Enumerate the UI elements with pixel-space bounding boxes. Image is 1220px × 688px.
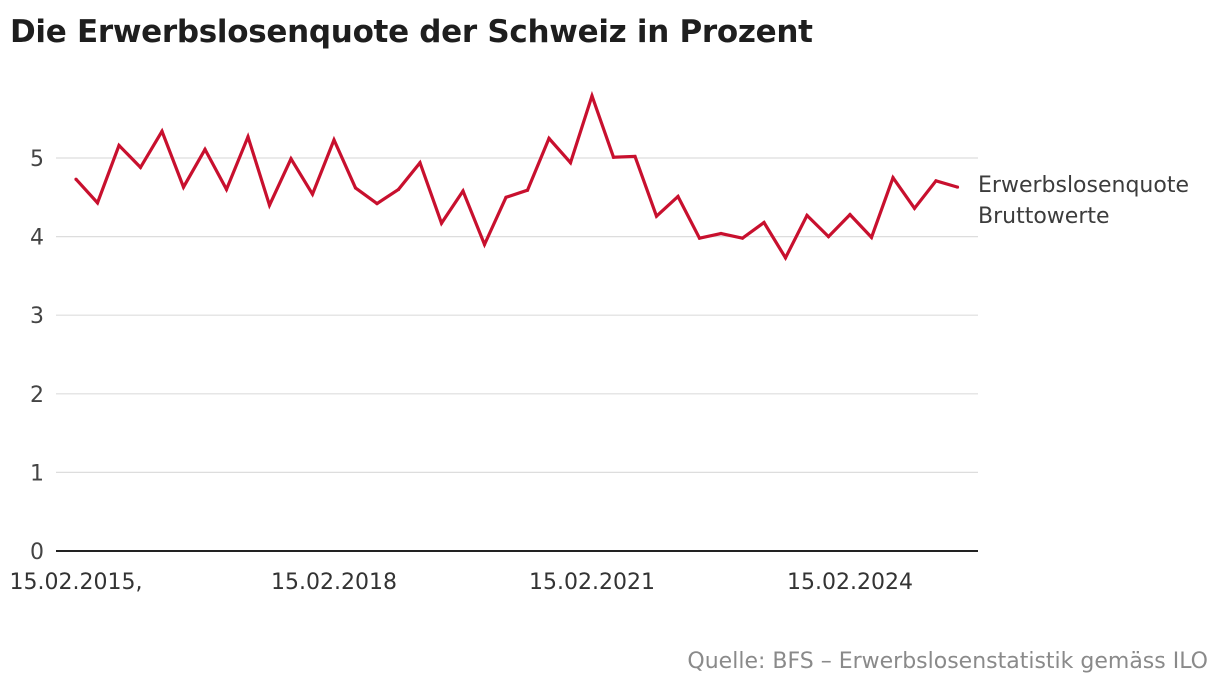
y-axis: 0 1 2 3 4 5 xyxy=(30,147,44,565)
data-point xyxy=(138,165,143,170)
data-point xyxy=(203,147,207,151)
data-point xyxy=(504,195,508,199)
y-tick-label-3: 3 xyxy=(30,304,44,329)
x-axis: 15.02.2015, 15.02.2018 15.02.2021 15.02.202… xyxy=(10,550,978,595)
data-point xyxy=(224,187,229,192)
data-point xyxy=(418,161,422,165)
data-point xyxy=(267,203,272,207)
data-point xyxy=(181,185,186,189)
y-tick-label-5: 5 xyxy=(30,147,44,172)
grid-lines xyxy=(56,157,978,473)
data-point xyxy=(719,231,723,236)
data-point xyxy=(955,185,960,189)
source-note: Quelle: BFS – Erwerbslosenstatistik gemä… xyxy=(687,649,1208,674)
x-tick-label-3: 15.02.2024 xyxy=(787,570,913,595)
data-point xyxy=(590,94,594,98)
data-point xyxy=(332,138,336,142)
y-tick-label-4: 4 xyxy=(30,226,44,251)
data-point xyxy=(848,212,852,217)
data-point xyxy=(654,214,659,218)
data-point xyxy=(697,236,702,240)
data-point xyxy=(439,221,444,225)
data-point xyxy=(676,194,680,199)
data-point xyxy=(289,157,293,161)
data-point xyxy=(762,220,766,225)
chart-title: Die Erwerbslosenquote der Schweiz in Pro… xyxy=(10,14,813,50)
data-point xyxy=(482,242,487,247)
series-line-0 xyxy=(74,90,958,262)
data-point xyxy=(568,161,573,165)
data-point xyxy=(461,189,465,193)
y-tick-label-2: 2 xyxy=(30,383,44,408)
data-point xyxy=(525,188,530,192)
x-tick-label-1: 15.02.2018 xyxy=(271,570,397,595)
series-label-0: Erwerbslosenquote Bruttowerte xyxy=(978,173,1189,229)
data-point xyxy=(633,154,637,159)
series-label-line: Bruttowerte xyxy=(978,204,1110,229)
x-tick-label-2: 15.02.2021 xyxy=(529,570,655,595)
data-point xyxy=(805,213,809,217)
y-tick-label-0: 0 xyxy=(30,540,44,565)
series-group: Erwerbslosenquote Bruttowerte xyxy=(74,90,1189,262)
data-point xyxy=(246,135,250,139)
y-tick-label-1: 1 xyxy=(30,461,44,486)
data-point xyxy=(160,129,164,133)
data-point xyxy=(353,186,358,190)
data-point xyxy=(396,187,401,192)
data-point xyxy=(934,179,938,183)
data-point xyxy=(95,201,100,205)
data-point xyxy=(783,256,788,260)
data-point xyxy=(826,235,831,239)
series-label-line: Erwerbslosenquote xyxy=(978,173,1189,198)
x-tick-label-0: 15.02.2015, xyxy=(10,570,143,595)
data-point xyxy=(547,136,551,140)
data-point xyxy=(912,206,917,210)
data-point xyxy=(375,201,379,206)
data-point xyxy=(740,236,745,240)
data-point xyxy=(310,192,315,196)
data-point xyxy=(891,176,895,180)
data-point xyxy=(74,177,78,181)
data-point xyxy=(117,143,121,148)
data-point xyxy=(869,235,874,239)
data-point xyxy=(611,155,616,159)
